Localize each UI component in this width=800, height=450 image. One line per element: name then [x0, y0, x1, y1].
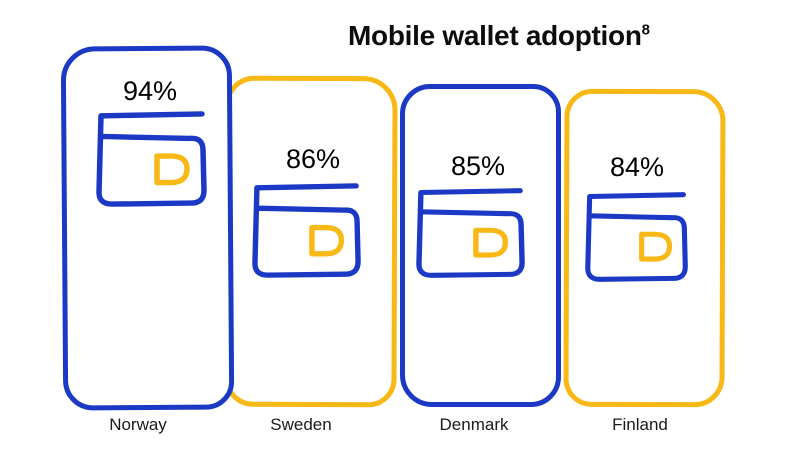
value-label-sweden: 86%: [285, 144, 341, 174]
category-label-finland: Finland: [612, 415, 668, 434]
value-label-finland: 84%: [609, 152, 665, 182]
footnote-marker: 8: [641, 21, 650, 39]
wallet-icon: [96, 110, 208, 208]
category-label-sweden: Sweden: [270, 415, 332, 434]
bar-denmark: [400, 84, 561, 407]
wallet-icon: [416, 187, 526, 279]
category-label-denmark: Denmark: [439, 415, 509, 434]
chart-title-text: Mobile wallet adoption: [348, 20, 642, 51]
wallet-icon: [252, 182, 362, 279]
chart-title: Mobile wallet adoption8: [348, 20, 650, 52]
value-label-denmark: 85%: [450, 151, 506, 181]
wallet-icon: [585, 191, 689, 283]
category-label-norway: Norway: [109, 415, 167, 434]
value-label-norway: 94%: [122, 76, 178, 106]
